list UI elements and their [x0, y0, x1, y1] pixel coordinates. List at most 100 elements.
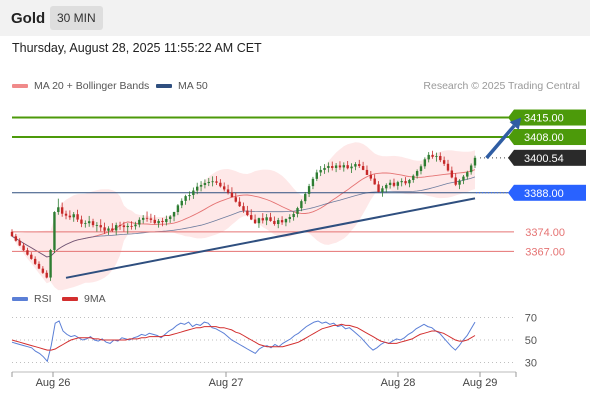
candle-body — [250, 215, 253, 220]
projection-arrow-shaft — [485, 124, 516, 160]
candle-body — [319, 169, 322, 173]
ma20-legend-label: MA 20 + Bollinger Bands — [34, 80, 150, 92]
candle-body — [111, 228, 114, 231]
candle-body — [473, 157, 477, 166]
candle-body — [157, 220, 160, 224]
candle-body — [230, 192, 234, 198]
candle-body — [196, 186, 199, 191]
candle-body — [49, 249, 52, 278]
rsi-tick-30: 30 — [525, 357, 537, 369]
x-tick-label: Aug 28 — [381, 377, 416, 389]
candle-body — [126, 225, 129, 228]
price-tag-1 — [514, 129, 586, 146]
candle-body — [41, 268, 45, 273]
candle-body — [215, 181, 218, 183]
candle-body — [18, 240, 21, 246]
candle-body — [153, 219, 156, 224]
candle-body — [118, 225, 122, 226]
candle-body — [369, 174, 373, 179]
candle-body — [45, 272, 48, 278]
candle-body — [57, 207, 60, 213]
candle-body — [373, 178, 376, 185]
candle-body — [22, 245, 25, 251]
candle-body — [454, 177, 457, 185]
candle-body — [288, 217, 291, 219]
candle-body — [269, 217, 272, 221]
chart-header: Gold 30 MIN — [0, 0, 590, 36]
price-tag-0 — [514, 109, 586, 126]
candle-body — [103, 227, 106, 231]
candle-body — [192, 190, 195, 196]
candle-body — [30, 254, 33, 259]
x-tick-label: Aug 26 — [36, 377, 71, 389]
candle-body — [219, 182, 222, 187]
candle-body — [273, 220, 276, 225]
candle-body — [165, 218, 168, 223]
candle-body — [462, 176, 465, 181]
candle-body — [304, 193, 307, 202]
price-tag-label-2: 3400.54 — [524, 153, 564, 165]
rsi-legend-label: RSI — [34, 293, 52, 305]
candle-body — [10, 231, 14, 237]
candle-body — [431, 154, 434, 157]
candle-body — [99, 225, 102, 228]
candle-body — [365, 169, 369, 175]
candle-body — [257, 218, 261, 224]
bollinger-band — [12, 142, 475, 291]
candle-body — [350, 166, 353, 169]
candle-body — [114, 225, 118, 231]
candle-body — [168, 216, 172, 219]
candle-body — [261, 218, 264, 221]
candle-body — [242, 206, 245, 211]
candle-body — [327, 166, 330, 168]
candle-body — [26, 250, 29, 255]
candle-body — [280, 220, 284, 223]
candle-body — [68, 215, 72, 218]
legend-rsi: RSI — [12, 293, 52, 305]
candle-body — [161, 220, 164, 223]
candle-body — [238, 201, 241, 207]
x-tick-label: Aug 27 — [209, 377, 244, 389]
candle-body — [388, 182, 392, 185]
candle-body — [253, 219, 257, 224]
candle-body — [184, 196, 187, 201]
candle-body — [87, 221, 91, 224]
legend-ma50: MA 50 — [156, 80, 208, 92]
candle-body — [91, 221, 95, 226]
candle-body — [134, 224, 137, 227]
level-label-4: 3374.00 — [525, 227, 565, 239]
candle-body — [331, 166, 334, 168]
level-label-5: 3367.00 — [525, 246, 565, 258]
ma50-legend-label: MA 50 — [178, 80, 208, 92]
candle-body — [60, 207, 64, 214]
candle-body — [284, 218, 288, 223]
candle-body — [203, 183, 207, 185]
price-tag-pointer-1 — [508, 129, 514, 146]
rsi-ma-line — [11, 323, 476, 351]
candle-body — [377, 184, 380, 192]
candle-body — [141, 217, 145, 220]
candle-body — [64, 213, 68, 216]
candle-body — [80, 219, 83, 224]
candle-body — [442, 160, 446, 164]
candle-body — [392, 182, 396, 186]
candle-body — [84, 223, 87, 224]
price-tag-pointer-3 — [508, 184, 514, 201]
source-credit: Research © 2025 Trading Central — [423, 80, 580, 92]
candle-body — [466, 172, 469, 177]
candle-body — [72, 214, 75, 218]
price-tag-label-0: 3415.00 — [524, 113, 564, 125]
candle-body — [361, 166, 365, 170]
candle-body — [450, 170, 454, 178]
candle-body — [172, 212, 176, 217]
candle-body — [188, 195, 191, 197]
candle-body — [138, 219, 141, 225]
legend-ma20-bb: MA 20 + Bollinger Bands — [12, 80, 149, 92]
projection-arrow-head — [509, 117, 522, 130]
candle-body — [385, 184, 388, 189]
timeframe-button[interactable]: 30 MIN — [50, 6, 103, 30]
x-tick-label: Aug 29 — [463, 377, 498, 389]
candle-body — [338, 165, 342, 168]
symbol-label: Gold — [11, 10, 46, 27]
